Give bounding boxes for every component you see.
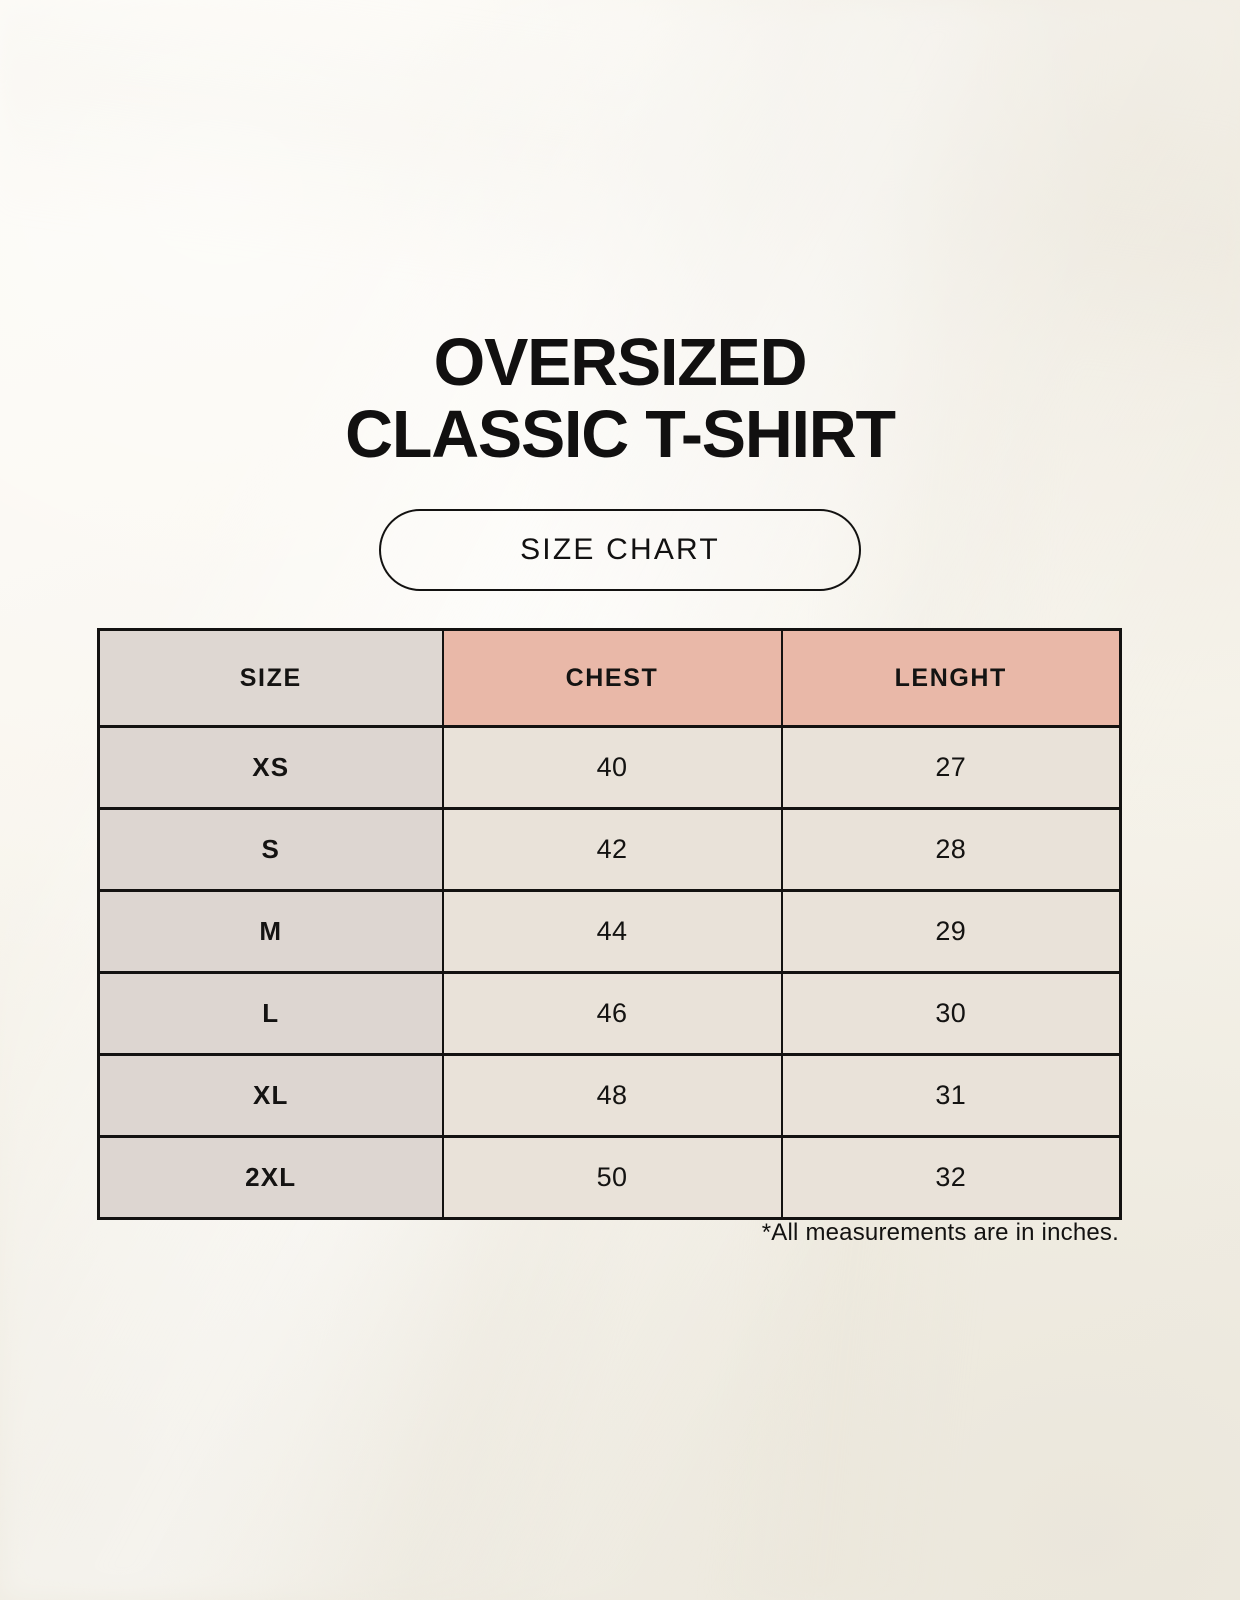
cell-chest: 48 [441,1053,783,1138]
column-header-size: SIZE [97,628,444,728]
title-line-1: OVERSIZED [433,325,808,400]
cell-size: S [97,807,444,892]
cell-chest: 50 [441,1135,783,1220]
table-row: S 42 28 [97,807,1122,892]
table-row: M 44 29 [97,889,1122,974]
cell-size: 2XL [97,1135,444,1220]
table-row: XS 40 27 [97,725,1122,810]
cell-chest: 44 [441,889,783,974]
size-chart-badge: SIZE CHART [379,509,861,591]
cell-chest: 42 [441,807,783,892]
cell-length: 28 [780,807,1122,892]
cell-size: L [97,971,444,1056]
measurement-note: *All measurements are in inches. [761,1219,1119,1246]
table-header: SIZE CHEST LENGHT [97,628,1122,728]
table-body: XS 40 27 S 42 28 M 44 29 L [97,725,1122,1220]
size-chart-table: SIZE CHEST LENGHT XS 40 27 S 42 28 [97,628,1122,1220]
cell-length: 29 [780,889,1122,974]
cell-length: 31 [780,1053,1122,1138]
cell-length: 30 [780,971,1122,1056]
column-header-length: LENGHT [780,628,1122,728]
cell-size: M [97,889,444,974]
title-line-2: CLASSIC T-SHIRT [345,397,896,472]
size-chart-badge-wrap: SIZE CHART [0,509,1240,591]
cell-size: XS [97,725,444,810]
column-header-chest: CHEST [441,628,783,728]
table-row: XL 48 31 [97,1053,1122,1138]
page-title: OVERSIZED CLASSIC T-SHIRT [0,327,1240,471]
table-header-row: SIZE CHEST LENGHT [97,628,1122,728]
cell-length: 32 [780,1135,1122,1220]
cell-chest: 46 [441,971,783,1056]
table-row: 2XL 50 32 [97,1135,1122,1220]
cell-size: XL [97,1053,444,1138]
size-chart-badge-label: SIZE CHART [520,533,720,566]
cell-length: 27 [780,725,1122,810]
table-row: L 46 30 [97,971,1122,1056]
size-chart-table-wrap: SIZE CHEST LENGHT XS 40 27 S 42 28 [97,628,1122,1220]
cell-chest: 40 [441,725,783,810]
